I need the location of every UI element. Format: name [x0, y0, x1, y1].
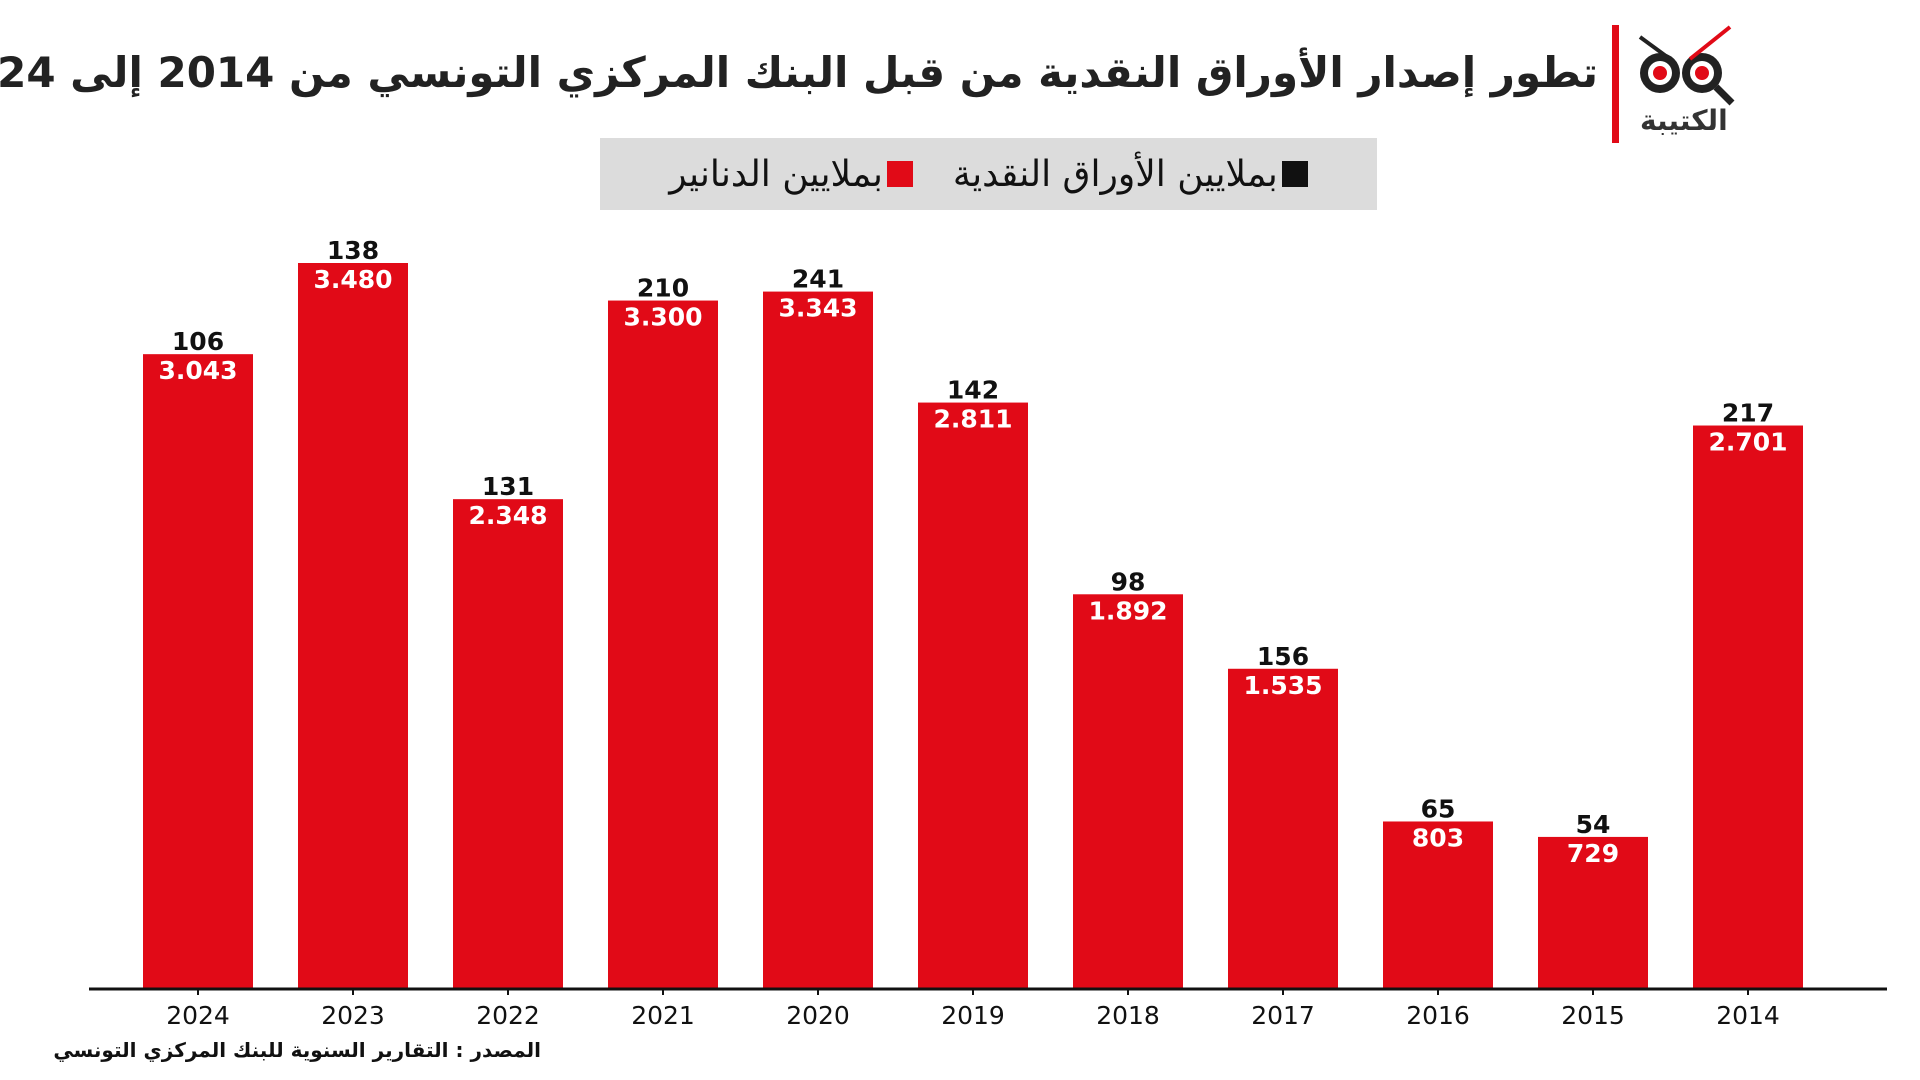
notes-data-label: 98 — [1111, 567, 1146, 596]
x-tick-label: 2016 — [1406, 1001, 1470, 1030]
value-data-label: 2.348 — [468, 501, 547, 530]
x-tick-label: 2019 — [941, 1001, 1005, 1030]
value-data-label: 2.701 — [1708, 428, 1787, 457]
notes-data-label: 210 — [637, 274, 689, 303]
value-data-label: 803 — [1412, 823, 1464, 852]
x-tick-label: 2021 — [631, 1001, 695, 1030]
x-tick-label: 2017 — [1251, 1001, 1315, 1030]
logo-text: الكتيبة — [1640, 104, 1728, 137]
value-data-label: 3.300 — [623, 303, 702, 332]
bar — [453, 499, 563, 989]
logo-eyes-icon — [1638, 25, 1735, 106]
legend-item-dinars: بملايين الدنانير — [669, 154, 913, 195]
legend-swatch-red — [886, 161, 913, 187]
logo-divider — [1612, 25, 1619, 143]
x-tick-label: 2023 — [321, 1001, 385, 1030]
notes-data-label: 65 — [1421, 794, 1456, 823]
x-tick-label: 2015 — [1561, 1001, 1625, 1030]
chart-title: تطور إصدار الأوراق النقدية من قبل البنك … — [0, 48, 1598, 97]
bar — [298, 263, 408, 989]
x-tick-label: 2022 — [476, 1001, 540, 1030]
bar — [1538, 836, 1648, 989]
bar — [143, 354, 253, 989]
value-data-label: 729 — [1567, 839, 1619, 868]
bar — [1073, 594, 1183, 989]
x-tick-label: 2018 — [1096, 1001, 1160, 1030]
bar — [1383, 821, 1493, 989]
value-data-label: 3.343 — [778, 294, 857, 323]
legend-swatch-black — [1281, 161, 1308, 187]
notes-data-label: 54 — [1576, 810, 1611, 839]
bar — [1228, 668, 1338, 989]
x-tick-label: 2020 — [786, 1001, 850, 1030]
bar — [1693, 425, 1803, 989]
value-data-label: 1.535 — [1243, 671, 1322, 700]
bar — [918, 402, 1028, 989]
legend-label-dinars: بملايين الدنانير — [669, 153, 883, 195]
legend-item-notes: بملايين الأوراق النقدية — [953, 154, 1308, 195]
source-note: المصدر : التقارير السنوية للبنك المركزي … — [53, 1038, 541, 1062]
notes-data-label: 156 — [1257, 642, 1309, 671]
value-data-label: 3.480 — [313, 265, 392, 294]
x-tick-label: 2024 — [166, 1001, 230, 1030]
x-tick-label: 2014 — [1716, 1001, 1780, 1030]
legend-label-notes: بملايين الأوراق النقدية — [952, 153, 1278, 195]
legend: بملايين الأوراق النقدية بملايين الدنانير — [600, 138, 1377, 210]
notes-data-label: 142 — [947, 376, 999, 405]
notes-data-label: 131 — [482, 472, 534, 501]
notes-data-label: 217 — [1722, 399, 1774, 428]
value-data-label: 2.811 — [933, 405, 1012, 434]
value-data-label: 3.043 — [158, 356, 237, 385]
bar — [763, 291, 873, 989]
notes-data-label: 106 — [172, 327, 224, 356]
value-data-label: 1.892 — [1088, 596, 1167, 625]
notes-data-label: 241 — [792, 265, 844, 294]
notes-data-label: 138 — [327, 236, 379, 265]
bar — [608, 300, 718, 989]
